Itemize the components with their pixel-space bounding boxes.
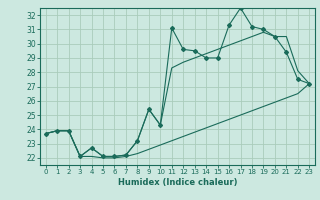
X-axis label: Humidex (Indice chaleur): Humidex (Indice chaleur) bbox=[118, 178, 237, 187]
